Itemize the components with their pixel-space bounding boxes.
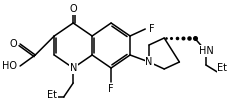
Text: HO: HO [2,61,17,71]
Text: O: O [10,39,17,49]
Text: Et: Et [47,90,57,100]
Text: Et: Et [216,63,226,73]
Text: N: N [69,63,76,73]
Text: F: F [108,84,114,94]
Text: N: N [145,57,152,67]
Text: F: F [148,24,154,34]
Text: O: O [69,4,77,14]
Text: HN: HN [198,46,212,56]
